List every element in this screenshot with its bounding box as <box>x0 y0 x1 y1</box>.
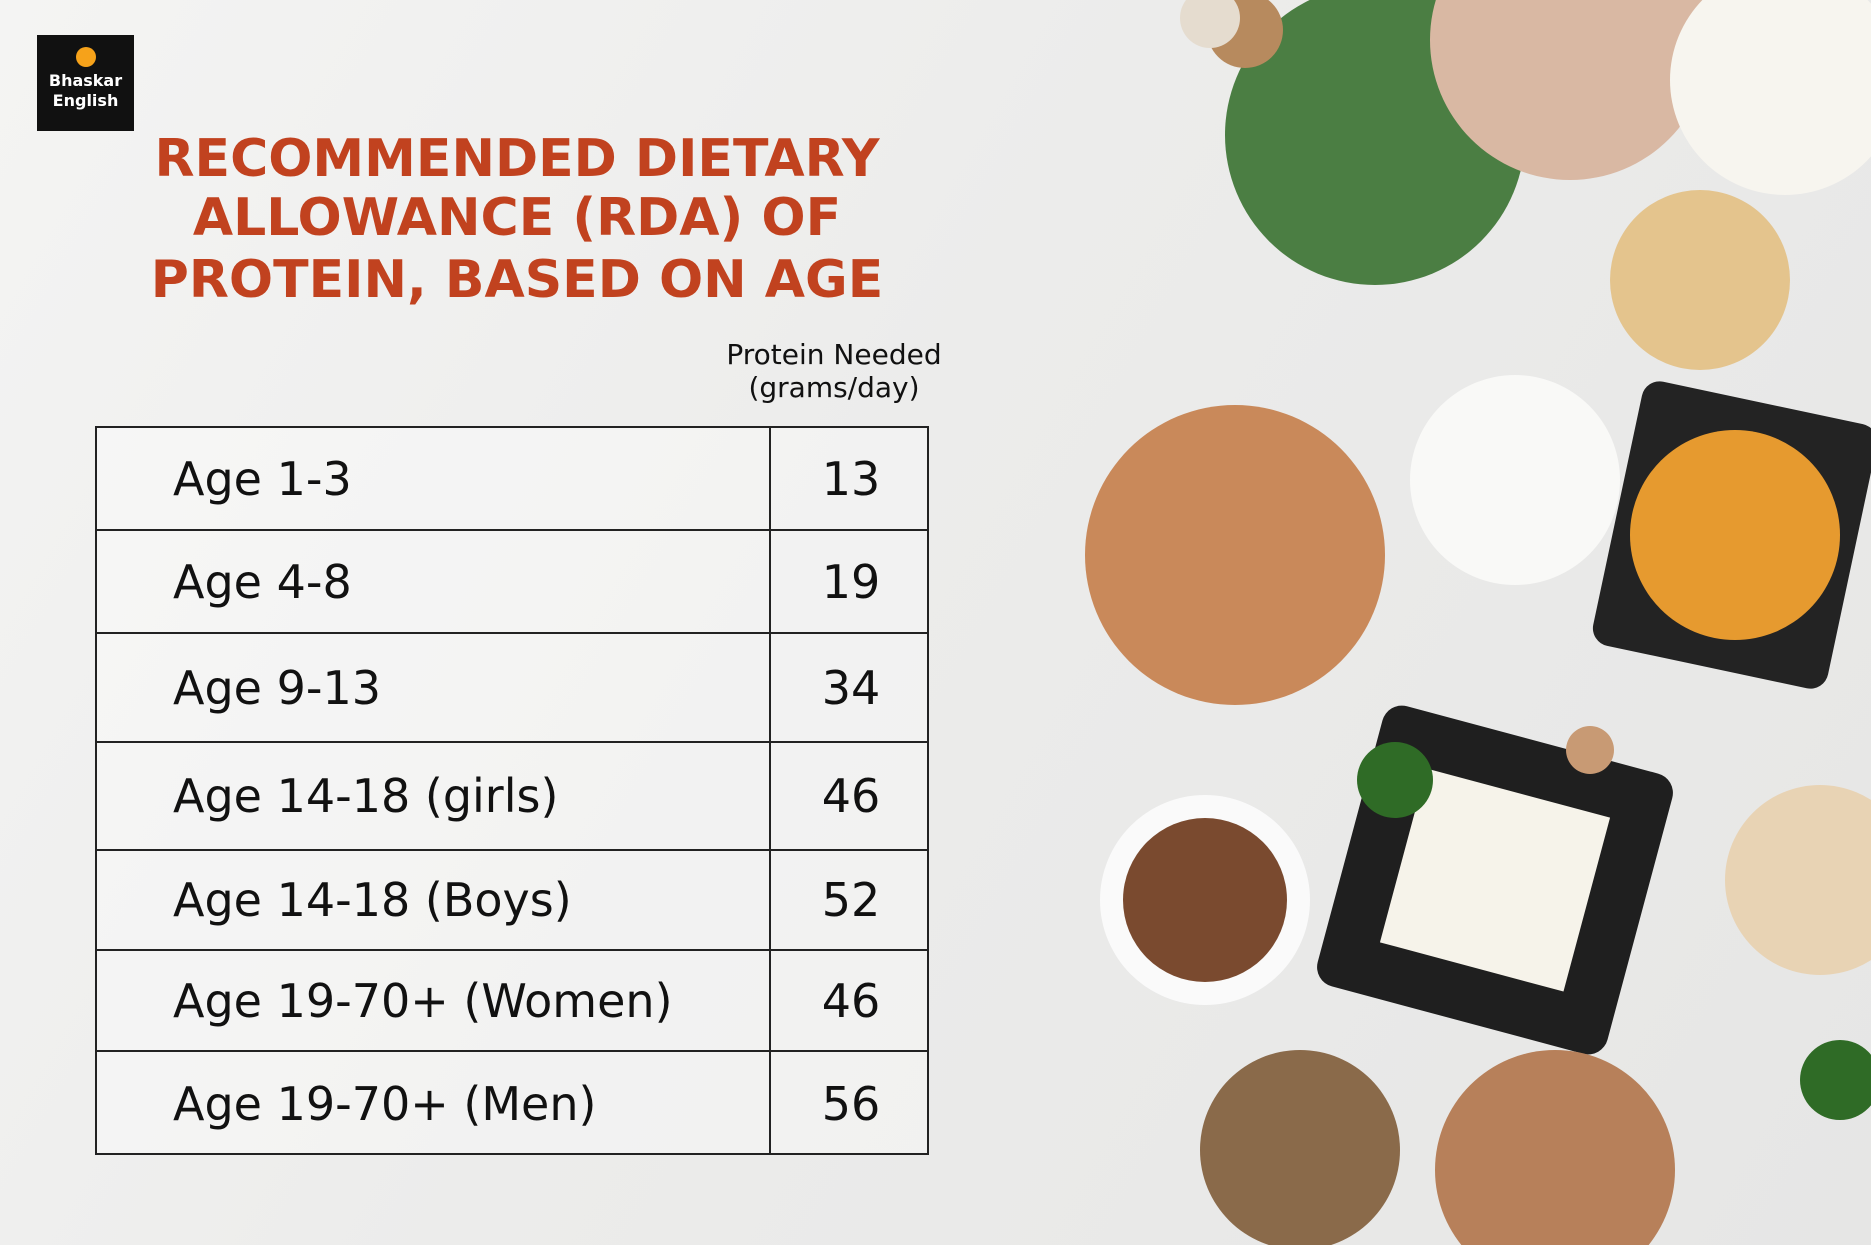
logo-text: Bhaskar <box>48 71 123 90</box>
protein-grams: 46 <box>769 743 931 849</box>
protein-grams: 34 <box>769 634 931 741</box>
table-row: Age 19-70+ (Women) 46 <box>97 949 927 1050</box>
title-line: RECOMMENDED DIETARY <box>154 129 880 189</box>
logo-icon <box>75 47 96 67</box>
table-row: Age 1-3 13 <box>97 428 927 529</box>
protein-grams: 52 <box>769 851 931 949</box>
logo: Bhaskar English <box>37 35 134 131</box>
table-row: Age 19-70+ (Men) 56 <box>97 1050 927 1155</box>
protein-grams: 13 <box>769 428 931 529</box>
protein-grams: 19 <box>769 531 931 632</box>
protein-grams: 46 <box>769 951 931 1050</box>
age-group: Age 1-3 <box>173 451 352 506</box>
protein-table: Age 1-3 13 Age 4-8 19 Age 9-13 34 Age 14-18 (g… <box>95 426 929 1155</box>
age-group: Age 14-18 (girls) <box>173 769 559 823</box>
protein-grams: 56 <box>769 1052 931 1155</box>
table-row: Age 4-8 19 <box>97 529 927 632</box>
age-group: Age 14-18 (Boys) <box>173 873 572 927</box>
age-group: Age 9-13 <box>173 660 381 715</box>
age-group: Age 19-70+ (Men) <box>173 1076 597 1131</box>
age-group: Age 4-8 <box>173 554 352 609</box>
column-header: (grams/day) <box>748 371 920 404</box>
title-line: PROTEIN, BASED ON AGE <box>150 250 884 310</box>
table-row: Age 14-18 (girls) 46 <box>97 741 927 849</box>
age-group: Age 19-70+ (Women) <box>173 973 673 1028</box>
logo-text: English <box>52 91 119 110</box>
table-row: Age 9-13 34 <box>97 632 927 741</box>
table-row: Age 14-18 (Boys) 52 <box>97 849 927 949</box>
column-header: Protein Needed <box>726 338 942 371</box>
title-line: ALLOWANCE (RDA) OF <box>192 188 842 248</box>
